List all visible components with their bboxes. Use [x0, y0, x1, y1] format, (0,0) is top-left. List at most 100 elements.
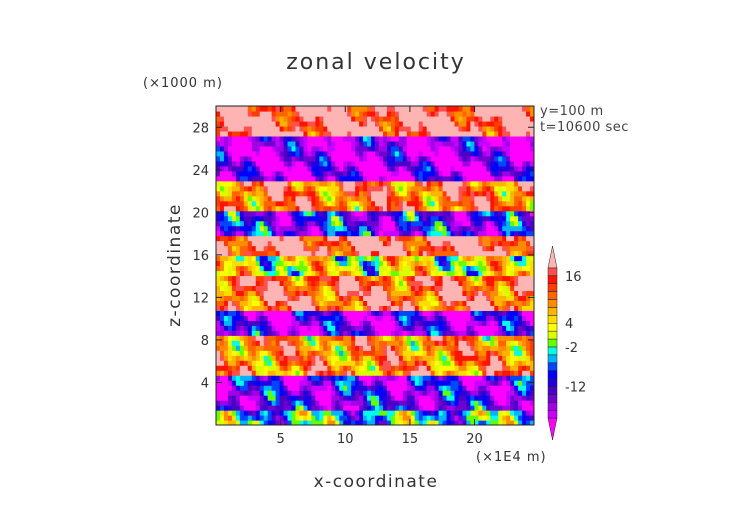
field-cell — [502, 405, 507, 411]
field-cell — [223, 245, 229, 252]
field-cell — [414, 325, 420, 331]
field-cell — [223, 410, 229, 416]
field-cell — [331, 325, 336, 331]
field-cell — [359, 240, 364, 247]
field-cell — [446, 225, 452, 232]
field-cell — [375, 320, 380, 326]
field-cell — [386, 305, 392, 311]
field-cell — [474, 155, 479, 162]
field-cell — [335, 415, 340, 421]
field-cell — [299, 325, 305, 331]
field-cell — [382, 225, 388, 232]
field-cell — [307, 180, 312, 187]
field-cell — [446, 230, 452, 237]
field-cell — [371, 360, 376, 366]
field-cell — [486, 285, 491, 292]
field-cell — [331, 260, 336, 267]
field-cell — [367, 400, 372, 406]
field-cell — [434, 365, 440, 371]
field-cell — [494, 390, 499, 396]
field-cell — [502, 345, 507, 351]
field-cell — [247, 395, 253, 401]
field-cell — [339, 325, 344, 331]
field-cell — [466, 135, 471, 142]
field-cell — [239, 210, 245, 217]
field-cell — [279, 195, 285, 202]
field-cell — [371, 310, 376, 316]
field-cell — [434, 275, 440, 282]
field-cell — [247, 150, 253, 157]
field-cell — [279, 300, 285, 306]
field-cell — [287, 140, 293, 147]
field-cell — [466, 260, 471, 267]
field-cell — [275, 110, 281, 117]
field-cell — [474, 275, 479, 282]
field-cell — [506, 200, 511, 207]
field-cell — [438, 240, 444, 247]
field-cell — [315, 140, 320, 147]
field-cell — [339, 405, 344, 411]
field-cell — [486, 335, 491, 341]
field-cell — [418, 350, 424, 356]
field-cell — [430, 125, 436, 132]
field-cell — [216, 210, 221, 217]
field-cell — [371, 355, 376, 361]
field-cell — [418, 345, 424, 351]
field-cell — [247, 390, 253, 396]
field-cell — [343, 145, 348, 152]
field-cell — [510, 355, 515, 361]
field-cell — [390, 135, 396, 142]
field-cell — [371, 220, 376, 227]
field-cell — [279, 360, 285, 366]
field-cell — [494, 140, 499, 147]
field-cell — [402, 265, 408, 272]
field-cell — [363, 170, 368, 177]
field-cell — [458, 175, 464, 182]
field-cell — [355, 225, 360, 232]
field-cell — [422, 115, 428, 122]
field-cell — [418, 405, 424, 411]
field-cell — [271, 325, 277, 331]
field-cell — [223, 395, 229, 401]
field-cell — [295, 385, 301, 391]
field-cell — [414, 345, 420, 351]
field-cell — [375, 240, 380, 247]
field-cell — [331, 400, 336, 406]
field-cell — [382, 345, 388, 351]
field-cell — [355, 390, 360, 396]
field-cell — [514, 405, 519, 411]
field-cell — [287, 160, 293, 167]
field-cell — [378, 325, 384, 331]
field-cell — [327, 335, 332, 341]
field-cell — [319, 370, 324, 376]
field-cell — [518, 275, 523, 282]
field-cell — [216, 325, 221, 331]
field-cell — [235, 275, 241, 282]
field-cell — [331, 215, 336, 222]
field-cell — [295, 195, 301, 202]
field-cell — [279, 365, 285, 371]
field-cell — [251, 175, 257, 182]
field-cell — [458, 410, 464, 416]
field-cell — [371, 130, 376, 137]
field-cell — [299, 305, 305, 311]
field-cell — [239, 155, 245, 162]
field-cell — [231, 345, 237, 351]
field-cell — [235, 155, 241, 162]
field-cell — [398, 335, 404, 341]
field-cell — [279, 405, 285, 411]
field-cell — [462, 360, 468, 366]
field-cell — [466, 210, 471, 217]
field-cell — [315, 370, 320, 376]
field-cell — [251, 325, 257, 331]
field-cell — [255, 135, 261, 142]
field-cell — [382, 385, 388, 391]
field-cell — [398, 225, 404, 232]
field-cell — [355, 290, 360, 296]
field-cell — [239, 310, 245, 316]
field-cell — [307, 220, 312, 227]
field-cell — [299, 255, 305, 262]
field-cell — [327, 385, 332, 391]
field-cell — [418, 220, 424, 227]
field-cell — [530, 260, 534, 267]
